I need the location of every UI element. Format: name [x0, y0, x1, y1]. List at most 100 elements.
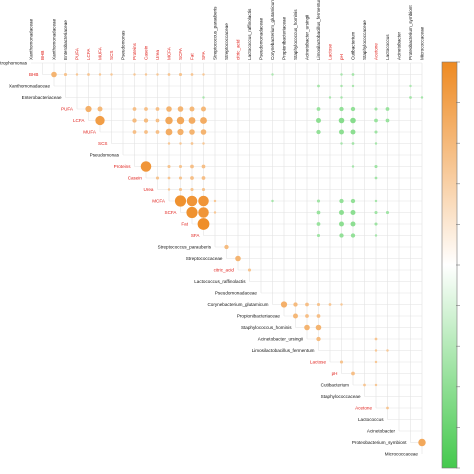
correlation-circle [201, 106, 206, 112]
correlation-circle [132, 107, 137, 111]
correlation-circle [374, 142, 378, 145]
correlation-circle [351, 84, 355, 88]
correlation-circle [374, 337, 378, 341]
correlation-circle [317, 84, 320, 88]
correlation-circle [316, 199, 321, 203]
correlation-circle [340, 303, 343, 306]
correlation-circle [110, 73, 113, 76]
correlation-circle [178, 164, 183, 169]
correlation-circle [144, 73, 148, 76]
top-tick-label: Staphylococcus_hominis [293, 9, 298, 60]
correlation-circle [305, 302, 309, 307]
correlation-circle [350, 129, 356, 135]
correlation-circle [339, 360, 344, 364]
correlation-circle [385, 107, 390, 111]
grid-lines [31, 62, 423, 454]
correlation-circle [350, 233, 356, 238]
correlation-circle [85, 105, 92, 113]
top-tick-label: Lactose [328, 43, 333, 60]
correlation-circle [351, 142, 355, 145]
correlation-circle [178, 187, 183, 192]
top-tick-label: Xanthomonadaceae [52, 18, 57, 60]
top-tick-label: SCFA [178, 47, 183, 60]
correlation-circle [167, 73, 171, 76]
top-tick-label: Streptococcaceae [224, 23, 229, 60]
left-tick-label: Proteins [114, 164, 132, 169]
correlation-circle [293, 302, 298, 307]
correlation-circle [374, 164, 378, 169]
correlation-circle [51, 71, 57, 78]
correlation-circle [339, 106, 344, 112]
top-tick-label: Propionibacteriaceae [282, 16, 287, 60]
correlation-circle [178, 72, 183, 77]
correlation-circle [200, 117, 207, 124]
top-tick-label: Enterobacteriaceae [63, 20, 68, 60]
correlation-circle [374, 383, 378, 387]
left-tick-label: Acinetobacter_ursingii [258, 337, 303, 342]
left-axis-labels: trophomonas BHB Xanthomonadaceae Enterobact… [0, 61, 418, 457]
correlation-circle [340, 142, 343, 145]
correlation-circle [189, 106, 195, 112]
correlation-circle [340, 73, 343, 76]
correlation-circle [316, 222, 321, 226]
correlation-circle [305, 314, 309, 318]
correlation-circle [63, 72, 68, 77]
top-tick-label: Pseudomonas [121, 30, 126, 60]
correlation-circle [385, 210, 390, 215]
left-tick-label: Pseudomonas [90, 153, 120, 158]
correlation-circle [363, 383, 366, 387]
top-tick-label: Corynebacterium_glutamicum [270, 0, 275, 60]
correlation-circle [271, 73, 274, 76]
top-tick-label: citric_acid [236, 39, 241, 60]
correlation-circle [340, 84, 343, 88]
correlation-circle [201, 176, 206, 180]
correlation-circle [190, 73, 194, 76]
left-tick-label: Streptococcus_parauberis [158, 245, 212, 250]
top-axis-labels: Xanthomonadaceae BHB Xanthomonadaceae Enter… [29, 0, 425, 60]
correlation-circle [304, 324, 310, 331]
correlation-circle [351, 73, 355, 76]
correlation-circle [144, 130, 148, 134]
correlation-circle [280, 301, 288, 308]
left-tick-label: Fat [181, 222, 188, 227]
left-tick-label: pH [332, 371, 338, 376]
correlation-circle [418, 438, 426, 447]
correlation-circle [95, 115, 105, 126]
left-tick-label: Proteobacterium_symbiont [352, 440, 407, 445]
top-tick-label: Casein [144, 45, 149, 60]
correlation-circle [155, 107, 160, 111]
color-bar-gradient [441, 61, 458, 469]
correlation-circle [385, 118, 390, 123]
correlation-circle [224, 244, 229, 250]
correlation-circle [386, 406, 389, 410]
top-tick-label: Lactococcus [385, 34, 390, 60]
correlation-circle [179, 142, 182, 145]
correlation-circle [409, 84, 412, 88]
correlation-circle [165, 128, 173, 136]
correlation-circle [339, 129, 344, 135]
left-tick-label: Staphylococcaceae [321, 394, 361, 399]
correlation-circle [178, 176, 183, 180]
correlation-circle [177, 106, 184, 112]
correlation-circle [190, 176, 194, 180]
correlation-circle [350, 117, 356, 124]
top-tick-label: Acinetobacter [397, 31, 402, 60]
correlation-circle [167, 142, 171, 145]
top-tick-label: Fat [190, 53, 195, 60]
correlation-circle [328, 96, 332, 99]
correlation-circle [176, 116, 185, 125]
correlation-circle [351, 165, 355, 168]
left-tick-label: Cutibacterium [321, 383, 350, 388]
correlation-circle [374, 176, 378, 180]
correlation-circle [198, 195, 209, 207]
top-tick-label: Staphylococcaceae [362, 20, 367, 60]
correlation-circle [374, 118, 378, 123]
correlation-circle [177, 128, 184, 136]
top-tick-label: MUFA [98, 46, 103, 60]
correlation-circle [197, 218, 210, 230]
correlation-circle [155, 130, 160, 134]
top-tick-label: Acetone [374, 43, 379, 60]
correlation-circle [144, 107, 148, 111]
correlation-circle [316, 118, 321, 123]
correlation-circle [186, 206, 198, 219]
